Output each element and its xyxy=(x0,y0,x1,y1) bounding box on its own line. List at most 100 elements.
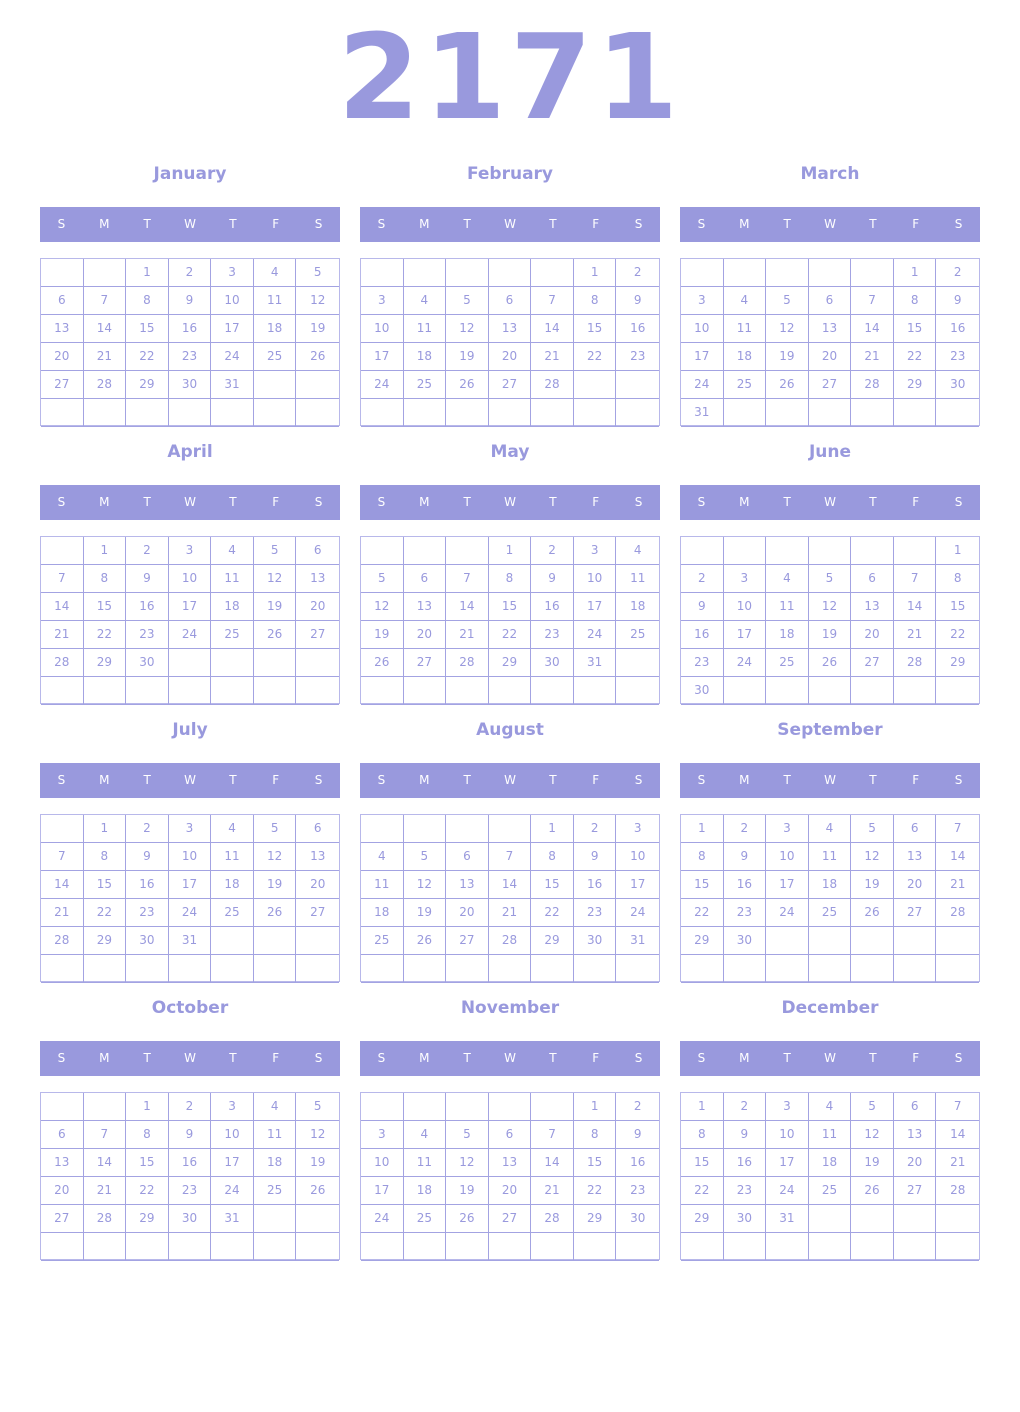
day-cell[interactable]: 18 xyxy=(808,871,852,899)
day-cell[interactable]: 25 xyxy=(403,371,447,399)
day-cell[interactable]: 24 xyxy=(361,371,404,399)
day-cell[interactable] xyxy=(296,1205,339,1233)
day-cell[interactable] xyxy=(681,1233,724,1261)
day-cell[interactable] xyxy=(936,1233,979,1261)
day-cell[interactable] xyxy=(808,677,852,705)
day-cell[interactable]: 3 xyxy=(723,565,767,593)
day-cell[interactable]: 23 xyxy=(126,621,169,649)
day-cell[interactable] xyxy=(403,537,447,565)
day-cell[interactable]: 12 xyxy=(253,565,297,593)
day-cell[interactable]: 27 xyxy=(893,1177,937,1205)
day-cell[interactable]: 11 xyxy=(253,287,297,315)
day-cell[interactable]: 22 xyxy=(573,343,617,371)
day-cell[interactable] xyxy=(893,927,937,955)
day-cell[interactable]: 29 xyxy=(936,649,979,677)
day-cell[interactable]: 1 xyxy=(83,815,127,843)
day-cell[interactable]: 25 xyxy=(253,343,297,371)
day-cell[interactable]: 24 xyxy=(361,1205,404,1233)
day-cell[interactable]: 9 xyxy=(723,1121,767,1149)
day-cell[interactable]: 8 xyxy=(573,1121,617,1149)
day-cell[interactable]: 21 xyxy=(936,1149,979,1177)
day-cell[interactable]: 4 xyxy=(808,815,852,843)
day-cell[interactable]: 23 xyxy=(573,899,617,927)
day-cell[interactable]: 10 xyxy=(766,1121,809,1149)
day-cell[interactable]: 26 xyxy=(851,899,894,927)
day-cell[interactable]: 7 xyxy=(41,565,84,593)
day-cell[interactable]: 29 xyxy=(83,649,127,677)
day-cell[interactable]: 20 xyxy=(893,871,937,899)
day-cell[interactable]: 10 xyxy=(211,287,254,315)
day-cell[interactable]: 28 xyxy=(531,1205,574,1233)
day-cell[interactable]: 7 xyxy=(41,843,84,871)
day-cell[interactable]: 12 xyxy=(851,843,894,871)
day-cell[interactable]: 17 xyxy=(211,1149,254,1177)
day-cell[interactable]: 31 xyxy=(616,927,659,955)
day-cell[interactable]: 24 xyxy=(766,899,809,927)
day-cell[interactable] xyxy=(361,1093,404,1121)
day-cell[interactable]: 20 xyxy=(893,1149,937,1177)
day-cell[interactable]: 3 xyxy=(168,815,212,843)
day-cell[interactable]: 15 xyxy=(83,871,127,899)
day-cell[interactable]: 23 xyxy=(723,1177,767,1205)
day-cell[interactable]: 22 xyxy=(893,343,937,371)
day-cell[interactable] xyxy=(808,259,852,287)
day-cell[interactable]: 26 xyxy=(808,649,852,677)
day-cell[interactable]: 24 xyxy=(573,621,617,649)
day-cell[interactable]: 29 xyxy=(531,927,574,955)
day-cell[interactable] xyxy=(851,1233,894,1261)
day-cell[interactable] xyxy=(766,399,809,427)
day-cell[interactable]: 8 xyxy=(573,287,617,315)
day-cell[interactable]: 26 xyxy=(296,343,339,371)
day-cell[interactable]: 11 xyxy=(808,843,852,871)
day-cell[interactable] xyxy=(531,955,574,983)
day-cell[interactable] xyxy=(211,399,254,427)
day-cell[interactable]: 23 xyxy=(168,343,212,371)
day-cell[interactable]: 20 xyxy=(488,343,532,371)
day-cell[interactable]: 20 xyxy=(41,343,84,371)
day-cell[interactable] xyxy=(616,1233,659,1261)
day-cell[interactable]: 21 xyxy=(41,621,84,649)
day-cell[interactable]: 11 xyxy=(403,315,447,343)
day-cell[interactable]: 22 xyxy=(488,621,532,649)
day-cell[interactable]: 2 xyxy=(936,259,979,287)
day-cell[interactable]: 6 xyxy=(41,1121,84,1149)
day-cell[interactable]: 5 xyxy=(446,287,489,315)
day-cell[interactable]: 12 xyxy=(361,593,404,621)
day-cell[interactable]: 6 xyxy=(488,287,532,315)
day-cell[interactable]: 30 xyxy=(126,927,169,955)
day-cell[interactable]: 8 xyxy=(126,1121,169,1149)
day-cell[interactable]: 27 xyxy=(808,371,852,399)
day-cell[interactable]: 27 xyxy=(41,1205,84,1233)
day-cell[interactable] xyxy=(211,1233,254,1261)
day-cell[interactable]: 16 xyxy=(573,871,617,899)
day-cell[interactable]: 7 xyxy=(531,287,574,315)
day-cell[interactable]: 25 xyxy=(253,1177,297,1205)
day-cell[interactable]: 17 xyxy=(766,1149,809,1177)
day-cell[interactable]: 15 xyxy=(681,871,724,899)
day-cell[interactable] xyxy=(573,399,617,427)
day-cell[interactable]: 3 xyxy=(681,287,724,315)
day-cell[interactable]: 5 xyxy=(253,815,297,843)
day-cell[interactable] xyxy=(936,677,979,705)
day-cell[interactable]: 4 xyxy=(766,565,809,593)
day-cell[interactable] xyxy=(446,537,489,565)
day-cell[interactable]: 18 xyxy=(211,593,254,621)
day-cell[interactable] xyxy=(723,259,767,287)
day-cell[interactable]: 30 xyxy=(573,927,617,955)
day-cell[interactable]: 15 xyxy=(531,871,574,899)
day-cell[interactable]: 12 xyxy=(403,871,447,899)
day-cell[interactable]: 14 xyxy=(41,593,84,621)
day-cell[interactable]: 30 xyxy=(936,371,979,399)
day-cell[interactable]: 20 xyxy=(446,899,489,927)
day-cell[interactable]: 25 xyxy=(403,1205,447,1233)
day-cell[interactable] xyxy=(168,1233,212,1261)
day-cell[interactable]: 16 xyxy=(936,315,979,343)
day-cell[interactable] xyxy=(488,1233,532,1261)
day-cell[interactable]: 12 xyxy=(808,593,852,621)
day-cell[interactable]: 17 xyxy=(616,871,659,899)
day-cell[interactable] xyxy=(808,955,852,983)
day-cell[interactable] xyxy=(403,399,447,427)
day-cell[interactable] xyxy=(361,399,404,427)
day-cell[interactable] xyxy=(723,399,767,427)
day-cell[interactable]: 6 xyxy=(488,1121,532,1149)
